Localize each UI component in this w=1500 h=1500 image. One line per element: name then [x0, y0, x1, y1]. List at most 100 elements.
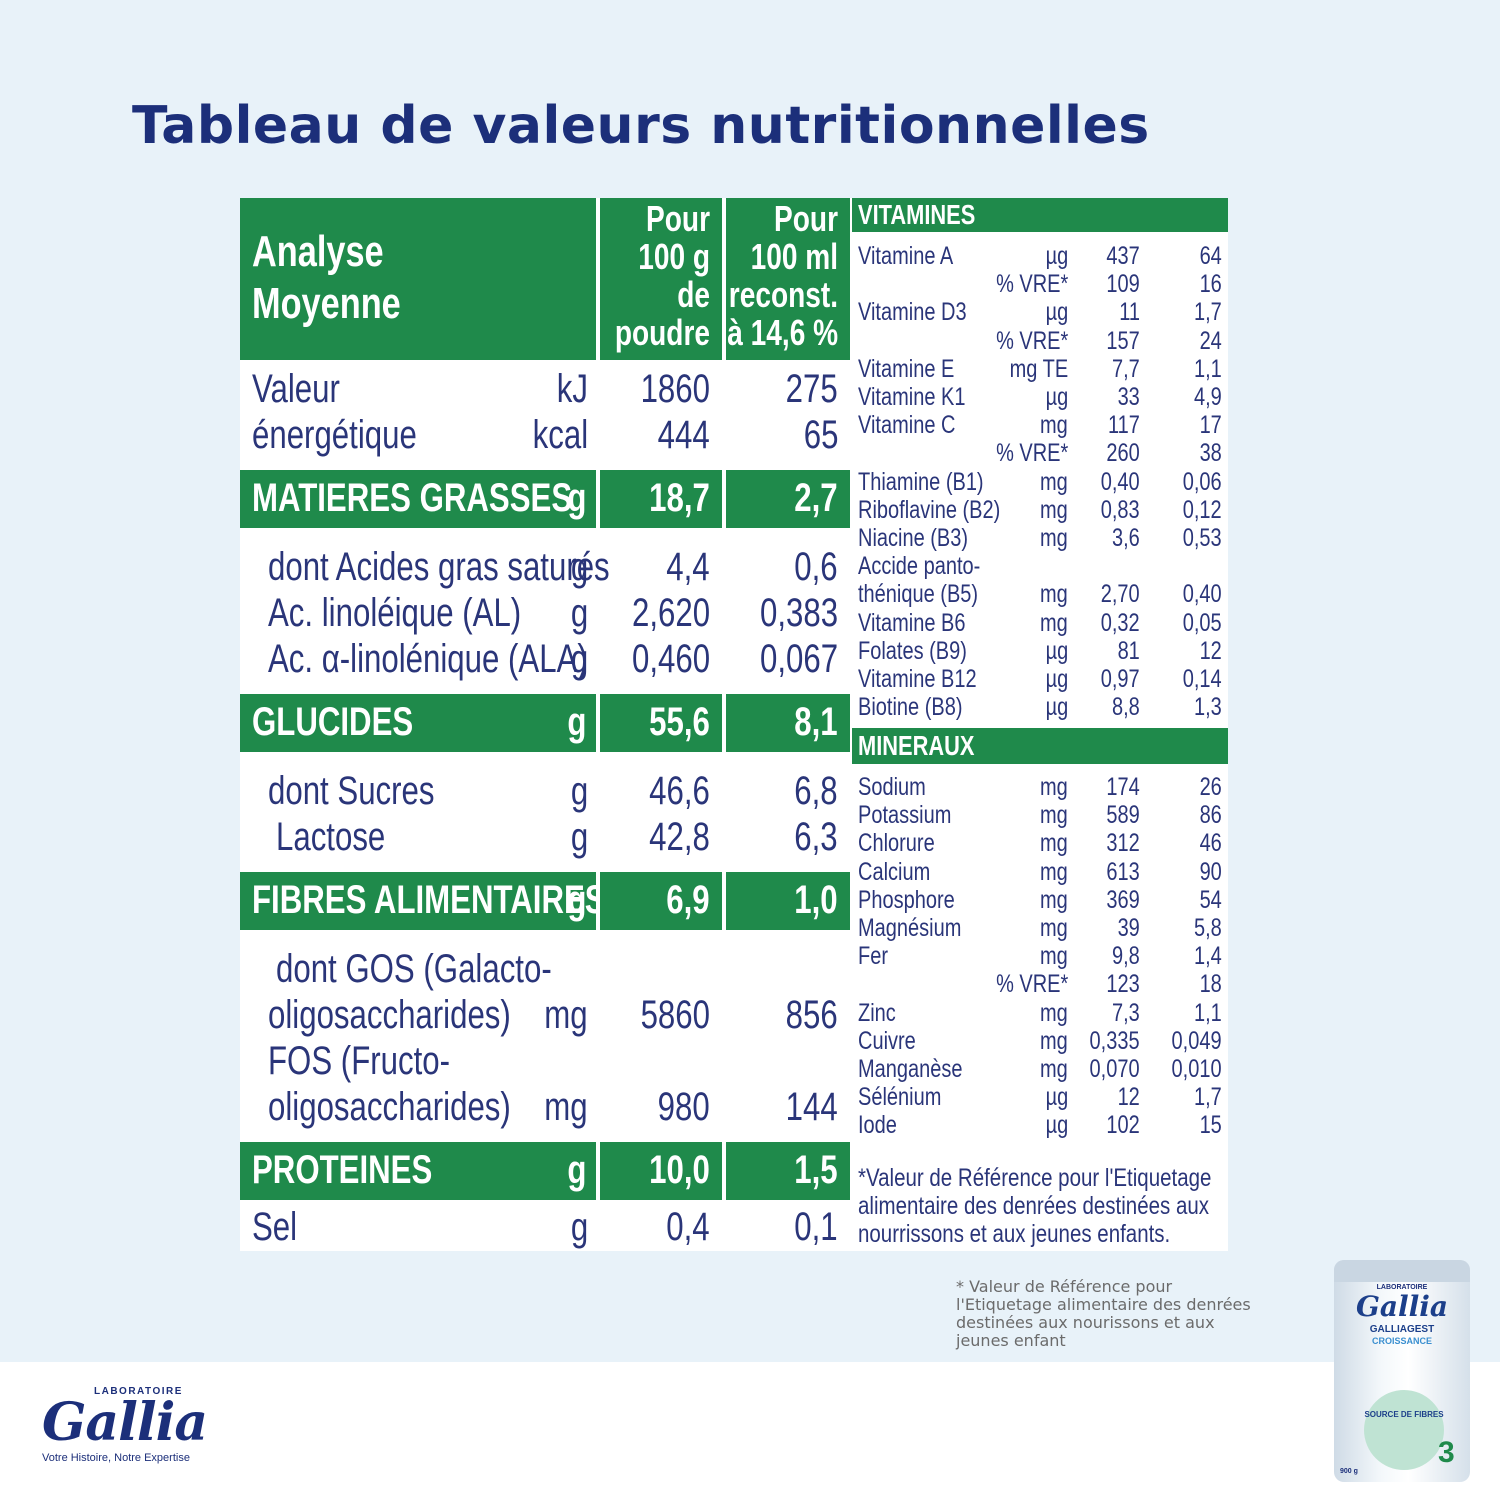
- vitamin-name: Folates (B9): [858, 636, 967, 665]
- vitamin-value-100g: 437: [1106, 242, 1140, 270]
- vitamin-value-100g: 260: [1106, 439, 1140, 468]
- mineral-value-100ml: 18: [1199, 970, 1222, 999]
- mineral-row: Potassium mg 589 86: [858, 801, 1222, 829]
- salt-label: Sel: [252, 1205, 298, 1249]
- fat-row-1-col1: 4,4: [666, 545, 710, 589]
- vitamin-name: Vitamine K1: [858, 383, 966, 411]
- fat-row-1-label: dont Acides gras saturés: [268, 545, 610, 589]
- page-footnote-line4: jeunes enfant: [956, 1331, 1066, 1350]
- vitamin-name: Vitamine B6: [858, 608, 966, 637]
- fibres-col2: 1,0: [794, 878, 838, 922]
- carbs-row-2-col1: 42,8: [649, 815, 710, 859]
- mineral-value-100ml: 1,1: [1194, 998, 1222, 1027]
- energy-unit-kj: kJ: [556, 367, 588, 411]
- fat-row-2-col1: 2,620: [631, 591, 710, 635]
- salt-col2: 0,1: [794, 1205, 838, 1249]
- fos-col1: 980: [657, 1085, 710, 1129]
- header-col1-cell: Pour 100 g de poudre: [600, 198, 722, 360]
- salt-unit: g: [570, 1205, 588, 1249]
- fat-row-3-col1: 0,460: [631, 637, 710, 681]
- vitamin-value-100ml: 12: [1199, 636, 1222, 665]
- page-title: Tableau de valeurs nutritionnelles: [132, 96, 1150, 156]
- fibres-label-cell: FIBRES ALIMENTAIRES g: [240, 872, 606, 930]
- product-stage: 3: [1438, 1436, 1455, 1469]
- product-subname: CROISSANCE: [1371, 1336, 1432, 1346]
- fat-label: MATIERES GRASSES: [252, 476, 573, 520]
- vitamin-unit: % VRE*: [995, 439, 1068, 468]
- logo-tagline: Votre Histoire, Notre Expertise: [42, 1452, 190, 1464]
- vitamin-value-100ml: 24: [1199, 326, 1222, 355]
- mineral-unit: mg: [1040, 1026, 1068, 1055]
- vitamin-value-100g: 2,70: [1101, 580, 1140, 609]
- vitamin-value-100ml: 1,1: [1194, 354, 1222, 383]
- vitamin-row: % VRE* 109 16: [858, 270, 1222, 298]
- table-footnote-line2: alimentaire des denrées destinées aux: [858, 1192, 1209, 1220]
- vitamin-unit: % VRE*: [995, 270, 1068, 299]
- page-footnote-line2: l'Etiquetage alimentaire des denrées: [956, 1295, 1251, 1314]
- fat-row-3-label: Ac. α-linolénique (ALA): [268, 637, 588, 681]
- vitamin-unit: mg: [1040, 467, 1068, 496]
- carbs-row-2-label: Lactose: [276, 815, 386, 859]
- energy-col1-kcal: 444: [657, 413, 710, 457]
- page-footnote: * Valeur de Référence pour l'Etiquetage …: [956, 1278, 1316, 1350]
- vitamin-name: Thiamine (B1): [858, 467, 984, 496]
- header-col2-line2: 100 ml: [750, 236, 838, 277]
- mineral-unit: mg: [1040, 801, 1068, 830]
- salt-col1: 0,4: [666, 1205, 710, 1249]
- header-col1-line1: Pour: [646, 198, 710, 239]
- fat-row-2-label: Ac. linoléique (AL): [268, 591, 522, 635]
- vitamin-row: Biotine (B8) µg 8,8 1,3: [858, 693, 1222, 721]
- vitamin-name: Vitamine B12: [858, 665, 977, 693]
- mineral-value-100ml: 54: [1199, 885, 1222, 914]
- fibres-col1: 6,9: [666, 878, 710, 922]
- mineral-value-100g: 7,3: [1112, 998, 1140, 1027]
- vitamin-row: Folates (B9) µg 81 12: [858, 637, 1222, 665]
- logo-brand: Gallia: [42, 1392, 208, 1453]
- vitamin-name: Vitamine C: [858, 411, 956, 440]
- mineral-value-100g: 589: [1106, 801, 1140, 830]
- header-col1-line4: poudre: [614, 312, 710, 353]
- gos-unit: mg: [544, 993, 588, 1037]
- vitamin-row: Vitamine K1 µg 33 4,9: [858, 383, 1222, 411]
- energy-label-line1: Valeur: [252, 367, 340, 411]
- carbs-col2: 8,1: [794, 700, 838, 744]
- mineral-name: Zinc: [858, 998, 896, 1027]
- fat-row-1-unit: g: [570, 545, 588, 589]
- proteins-label-cell: PROTEINES g: [240, 1142, 596, 1200]
- vitamin-row: % VRE* 260 38: [858, 439, 1222, 467]
- header-label-line1: Analyse: [252, 227, 384, 276]
- carbs-label: GLUCIDES: [252, 700, 414, 744]
- vitamin-unit: µg: [1045, 242, 1068, 270]
- product-lid: [1334, 1260, 1470, 1282]
- gallia-logo: LABORATOIRE Gallia Votre Histoire, Notre…: [42, 1386, 222, 1476]
- fos-unit: mg: [544, 1085, 588, 1129]
- gos-label-line1: dont GOS (Galacto-: [276, 947, 552, 991]
- table-footnote-line1: *Valeur de Référence pour l'Etiquetage: [858, 1164, 1212, 1192]
- mineral-name: Iode: [858, 1111, 897, 1140]
- minerals-heading-bar: MINERAUX: [852, 728, 1228, 764]
- header-label-cell: Analyse Moyenne: [240, 198, 596, 360]
- vitamin-row: Riboflavine (B2) mg 0,83 0,12: [858, 496, 1222, 524]
- mineral-name: Sélénium: [858, 1083, 942, 1112]
- vitamin-value-100g: 7,7: [1112, 354, 1140, 383]
- vitamin-row: Thiamine (B1) mg 0,40 0,06: [858, 468, 1222, 496]
- gos-col1: 5860: [640, 993, 710, 1037]
- mineral-value-100ml: 46: [1199, 829, 1222, 858]
- vitamin-value-100ml: 38: [1199, 439, 1222, 468]
- proteins-col1: 10,0: [649, 1148, 710, 1192]
- vitamin-row: Accide panto-: [858, 552, 1222, 580]
- vitamin-unit: mg: [1040, 495, 1068, 524]
- fos-label-line2: oligosaccharides): [268, 1085, 511, 1129]
- mineral-name: Potassium: [858, 801, 952, 830]
- mineral-unit: mg: [1040, 829, 1068, 858]
- mineral-value-100g: 0,070: [1089, 1055, 1140, 1083]
- vitamin-value-100ml: 0,05: [1183, 608, 1222, 637]
- vitamin-value-100ml: 0,12: [1183, 495, 1222, 524]
- fat-col2: 2,7: [794, 476, 838, 520]
- header-col2-line4: à 14,6 %: [727, 312, 838, 353]
- fibres-col1-cell: 6,9: [600, 872, 722, 930]
- vitamin-unit: % VRE*: [995, 326, 1068, 355]
- vitamin-unit: µg: [1045, 383, 1068, 411]
- mineral-value-100g: 174: [1106, 773, 1140, 801]
- vitamin-value-100g: 0,97: [1101, 665, 1140, 693]
